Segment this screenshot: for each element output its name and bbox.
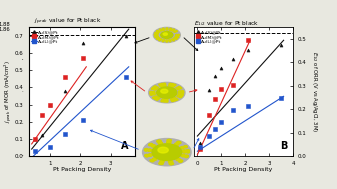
X-axis label: Pt Packing Density: Pt Packing Density [53,167,111,172]
Text: 1.88: 1.88 [0,22,11,27]
Legend: Au(S)@Pt, Au(M)@Pt, Au(L)@Pt: Au(S)@Pt, Au(M)@Pt, Au(L)@Pt [196,30,223,44]
Text: A: A [121,142,128,152]
Y-axis label: $E_{1/2}$ of ORR (V vs Ag/AgCl, 3M): $E_{1/2}$ of ORR (V vs Ag/AgCl, 3M) [310,51,318,132]
Text: 1.86: 1.86 [0,27,11,32]
Y-axis label: $j_{peak}$ of MOR (mA/cm$^2$): $j_{peak}$ of MOR (mA/cm$^2$) [2,60,13,123]
Text: $j_{peak}$ value for Pt black: $j_{peak}$ value for Pt black [34,17,101,27]
Legend: Au(S)@Pt, Au(M)@Pt, Au(L)@Pt: Au(S)@Pt, Au(M)@Pt, Au(L)@Pt [31,30,60,44]
X-axis label: Pt Packing Density: Pt Packing Density [214,167,273,172]
Text: B: B [280,142,288,152]
Text: $E_{1/2}$ value for Pt black: $E_{1/2}$ value for Pt black [194,19,259,28]
